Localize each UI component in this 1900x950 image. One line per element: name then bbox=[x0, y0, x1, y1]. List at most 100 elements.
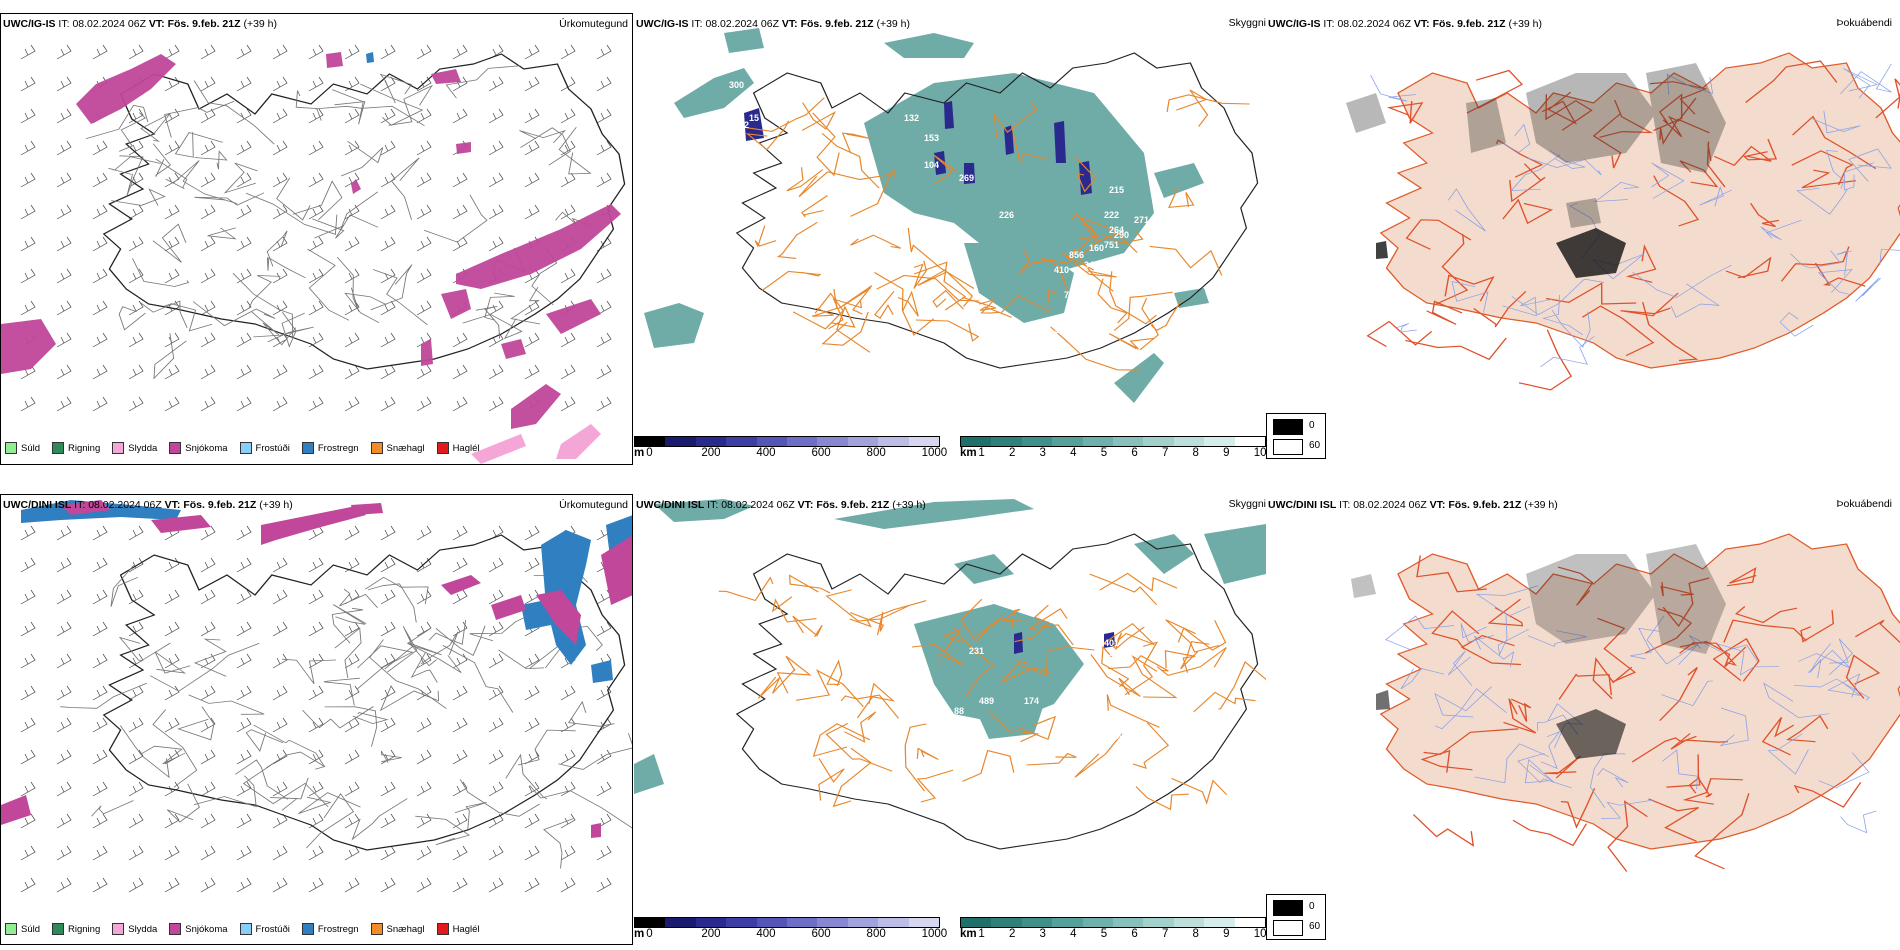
visibility-value: 88 bbox=[954, 706, 964, 716]
wind-barb bbox=[92, 300, 108, 316]
wind-barb bbox=[236, 172, 252, 188]
legend-swatch bbox=[301, 442, 314, 454]
visibility-color-row bbox=[960, 436, 1266, 447]
vt-label: VT: bbox=[781, 18, 798, 30]
colorbar-tick-label: 8 bbox=[1192, 928, 1199, 940]
road-segment bbox=[307, 248, 350, 321]
wind-barb bbox=[236, 845, 252, 861]
colorbar-segment bbox=[1143, 918, 1174, 927]
road-segment bbox=[1511, 278, 1605, 316]
road-segment bbox=[828, 298, 863, 330]
colorbar-segment bbox=[991, 437, 1022, 446]
wind-barb bbox=[380, 557, 396, 573]
road-segment bbox=[1597, 768, 1629, 788]
wind-barb bbox=[488, 364, 504, 380]
road-segment bbox=[1061, 252, 1117, 278]
road-segment bbox=[1646, 615, 1700, 666]
road-segment bbox=[1713, 145, 1772, 167]
iceland-land bbox=[1379, 52, 1900, 369]
legend-label: Frostregn bbox=[317, 442, 359, 454]
visibility-value: 174 bbox=[1024, 696, 1039, 706]
iceland-coastline bbox=[735, 533, 1259, 850]
visibility-value: 269 bbox=[959, 173, 974, 183]
visibility-value: 403 bbox=[1114, 731, 1129, 741]
road-segment bbox=[352, 712, 389, 725]
road-segment bbox=[1139, 297, 1160, 351]
road-segment bbox=[370, 264, 413, 311]
wind-barb bbox=[56, 364, 72, 380]
road-segment bbox=[567, 700, 615, 727]
legend-label: Snæhagl bbox=[386, 442, 425, 454]
legend-swatch bbox=[436, 442, 449, 454]
wind-barb bbox=[524, 717, 540, 733]
wind-barb bbox=[452, 396, 468, 412]
wind-barb bbox=[308, 172, 324, 188]
wind-barb bbox=[380, 140, 396, 156]
road-segment bbox=[1840, 810, 1877, 834]
road-segment bbox=[1168, 187, 1195, 209]
colorbar-unit: m bbox=[634, 928, 645, 940]
road-segment bbox=[253, 724, 326, 768]
fog-panel-row2: Þokuábendi bbox=[1266, 494, 1900, 884]
visibility-colorbar: km 1 2 3 4 5 6 7 8 9 10 bbox=[960, 917, 1266, 945]
visibility-value: 231 bbox=[969, 646, 984, 656]
road-segment bbox=[1761, 716, 1795, 756]
colorbar-tick-label: 7 bbox=[1161, 928, 1169, 940]
road-segment bbox=[1370, 75, 1416, 102]
road-segment bbox=[776, 221, 818, 259]
wind-barb bbox=[20, 44, 36, 60]
colorbar-segment bbox=[1082, 918, 1114, 927]
wind-barb bbox=[596, 172, 612, 188]
road-segment bbox=[1697, 754, 1713, 798]
road-segment bbox=[811, 288, 838, 317]
road-segment bbox=[1662, 577, 1710, 628]
wind-barb bbox=[200, 621, 216, 637]
road-segment bbox=[1420, 749, 1473, 773]
road-segment bbox=[1156, 647, 1227, 677]
road-segment bbox=[1644, 608, 1693, 654]
road-segment bbox=[108, 156, 161, 175]
wind-barb bbox=[128, 364, 144, 380]
road-segment bbox=[1444, 274, 1495, 302]
wind-barb bbox=[164, 140, 180, 156]
road-segment bbox=[1848, 148, 1892, 182]
visibility-value: 489 bbox=[979, 696, 994, 706]
road-segment bbox=[1416, 555, 1487, 593]
wind-barb bbox=[92, 813, 108, 829]
road-segment bbox=[1474, 743, 1549, 784]
vt-value: Fös. 9.feb. 21Z bbox=[183, 499, 257, 511]
road-segment bbox=[1810, 110, 1861, 134]
wind-barb bbox=[272, 557, 288, 573]
road-network bbox=[60, 554, 632, 869]
road-segment bbox=[163, 303, 213, 332]
wind-barb bbox=[128, 717, 144, 733]
legend-item: Haglél bbox=[436, 923, 480, 935]
road-segment bbox=[281, 658, 336, 685]
road-segment bbox=[1581, 305, 1655, 357]
wind-barb bbox=[524, 813, 540, 829]
wind-barb bbox=[200, 877, 216, 893]
road-segment bbox=[1592, 113, 1622, 169]
wind-barb bbox=[92, 845, 108, 861]
road-segment bbox=[235, 759, 289, 800]
wind-barb bbox=[236, 653, 252, 669]
visibility-value: 856 bbox=[1069, 250, 1084, 260]
wind-barb bbox=[416, 749, 432, 765]
wind-barb bbox=[92, 717, 108, 733]
road-segment bbox=[1679, 160, 1719, 188]
road-segment bbox=[1551, 310, 1591, 348]
colorbar-segment bbox=[817, 918, 848, 927]
road-segment bbox=[253, 326, 314, 343]
model-name: UWC/DINI ISL bbox=[1268, 499, 1337, 511]
road-segment bbox=[1718, 643, 1780, 676]
wind-barb bbox=[452, 877, 468, 893]
wind-barb bbox=[488, 557, 504, 573]
model-name: UWC/DINI ISL bbox=[3, 499, 72, 511]
road-segment bbox=[529, 785, 632, 829]
road-segment bbox=[442, 645, 514, 713]
wind-barb bbox=[596, 685, 612, 701]
legend-swatch bbox=[112, 923, 125, 935]
road-segment bbox=[153, 333, 187, 380]
wind-barb bbox=[272, 76, 288, 92]
road-segment bbox=[761, 270, 822, 291]
